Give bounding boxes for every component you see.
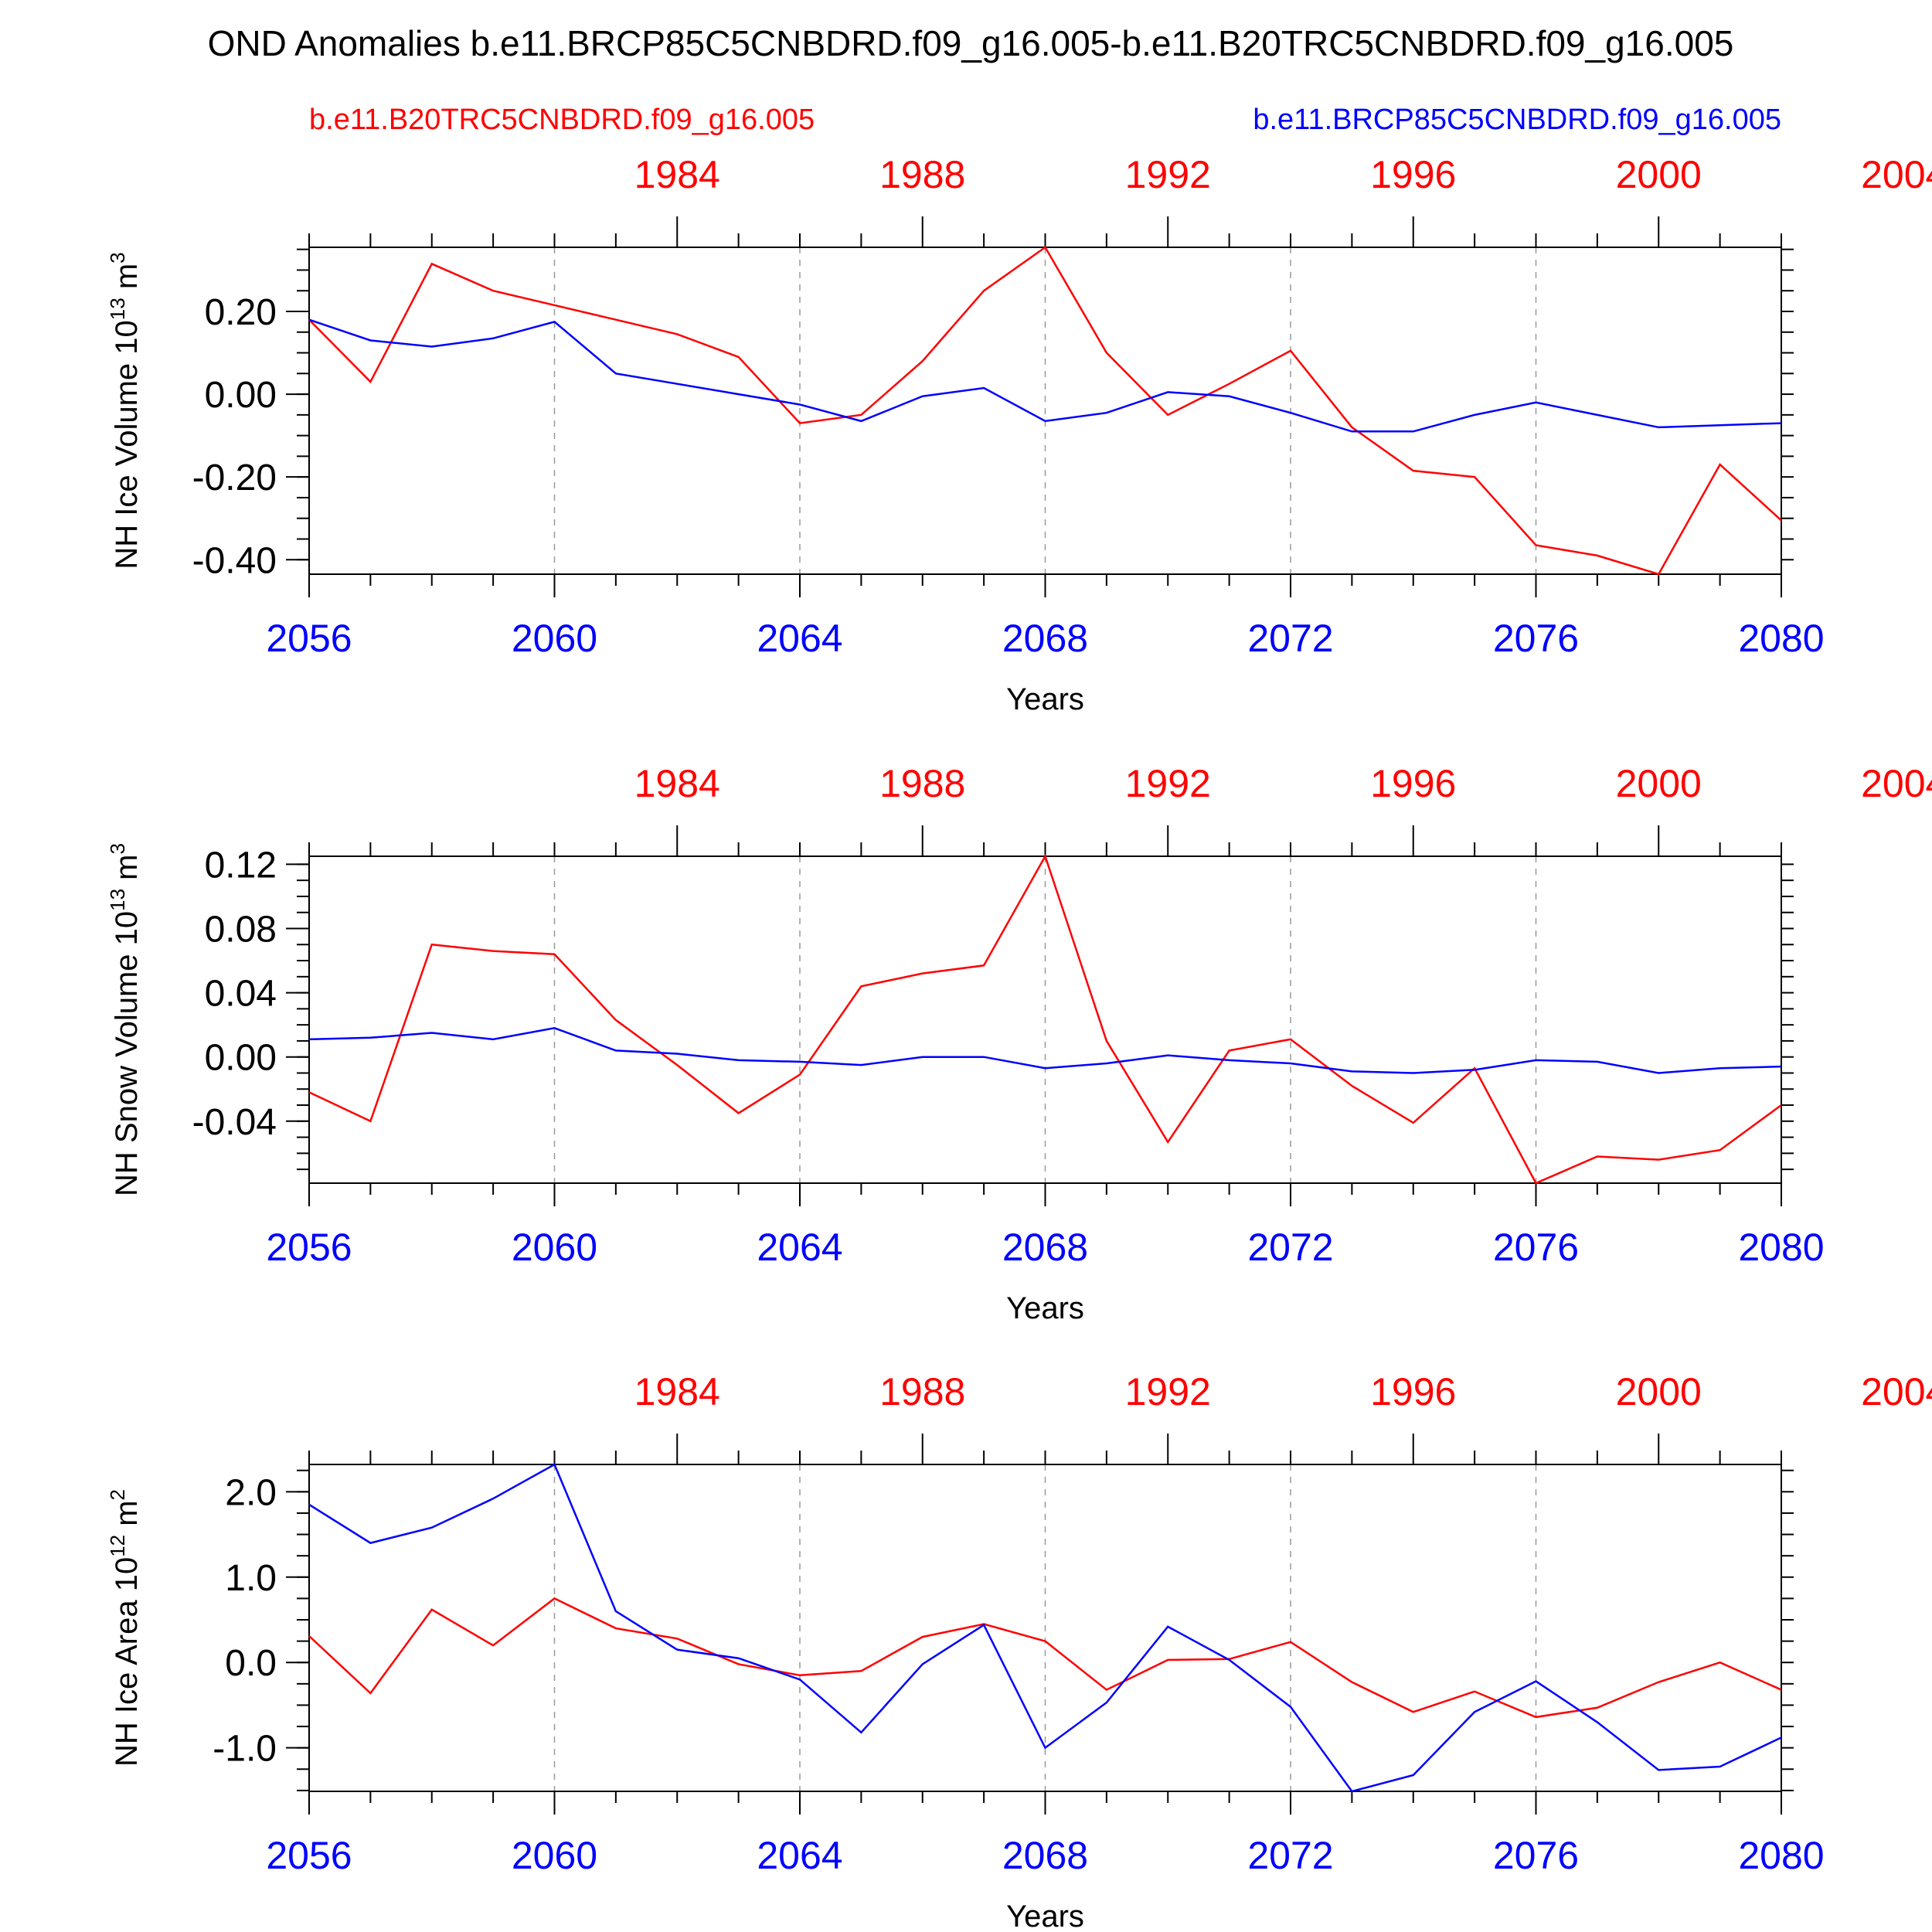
x-tick-label: 2072	[1247, 1226, 1333, 1269]
ice-volume-panel: 2056 2060 2064 2068 2072 2076 2080 1984 1988 1992…	[106, 153, 1932, 716]
x-tick-label: 2080	[1738, 1834, 1824, 1877]
x-tick-label: 2060	[512, 1834, 597, 1877]
x-axis-label: Years	[1006, 1291, 1084, 1325]
historical-series-line	[308, 853, 1782, 1185]
y-tick-label: -1.0	[213, 1729, 277, 1770]
x-tick-label: 2076	[1493, 617, 1579, 660]
y-label-exponent: 13	[106, 889, 129, 911]
x-tick-label: 2076	[1493, 1226, 1579, 1269]
x-top-tick-label: 2000	[1616, 1370, 1702, 1413]
x-tick-label: 2056	[266, 1834, 352, 1877]
x-top-tick-label: 2000	[1616, 762, 1702, 805]
y-tick-label: -0.40	[192, 540, 277, 581]
y-label-unit: m	[110, 1500, 144, 1534]
x-tick-label: 2076	[1493, 1834, 1579, 1877]
historical-run-label: b.e11.B20TRC5CNBDRD.f09_g16.005	[309, 104, 815, 136]
x-top-tick-label: 2004	[1861, 153, 1932, 196]
x-tick-label: 2068	[1002, 1834, 1088, 1877]
y-label-unit: m	[110, 855, 144, 889]
x-top-tick-label: 2004	[1861, 1370, 1932, 1413]
x-top-tick-label: 1988	[879, 1370, 965, 1413]
y-label-unit-exponent: 3	[106, 843, 129, 854]
historical-series-line	[308, 246, 1782, 576]
future-series-line	[308, 1027, 1782, 1074]
y-label-exponent: 12	[106, 1535, 129, 1557]
x-top-tick-label: 1988	[879, 153, 965, 196]
y-tick-label: 0.00	[205, 1038, 277, 1079]
x-tick-label: 2056	[266, 617, 352, 660]
x-top-tick-label: 1996	[1370, 762, 1456, 805]
x-top-tick-label: 1996	[1370, 153, 1456, 196]
snow-volume-panel: 2056 2060 2064 2068 2072 2076 2080 1984 1988 1992…	[106, 762, 1932, 1325]
y-tick-label: -0.04	[192, 1102, 277, 1143]
x-top-tick-label: 2000	[1616, 153, 1702, 196]
figure-title: OND Anomalies b.e11.BRCP85C5CNBDRD.f09_g…	[208, 23, 1734, 63]
y-tick-label: 2.0	[225, 1472, 277, 1513]
y-tick-label: 0.04	[205, 974, 277, 1015]
x-axis-label: Years	[1006, 1900, 1084, 1932]
y-label-unit-exponent: 3	[106, 252, 129, 263]
ice-area-panel: 2056 2060 2064 2068 2072 2076 2080 1984 1988 1992…	[106, 1370, 1932, 1932]
future-run-label: b.e11.BRCP85C5CNBDRD.f09_g16.005	[1253, 104, 1781, 136]
y-axis-label: NH Snow Volume 1013 m3	[106, 843, 144, 1196]
y-tick-label: 0.12	[205, 845, 277, 886]
y-label-exponent: 13	[106, 298, 129, 320]
x-tick-label: 2056	[266, 1226, 352, 1269]
x-tick-label: 2060	[512, 1226, 597, 1269]
y-label-unit: m	[110, 264, 144, 298]
x-top-tick-label: 1984	[634, 153, 720, 196]
y-axis-label: NH Ice Area 1012 m2	[106, 1489, 144, 1767]
y-tick-label: 0.08	[205, 909, 277, 950]
x-tick-label: 2064	[757, 1226, 842, 1269]
y-tick-label: 0.00	[205, 375, 277, 416]
y-label-text: NH Ice Volume 10	[110, 320, 144, 569]
x-tick-label: 2064	[757, 1834, 842, 1877]
future-series-line	[308, 318, 1782, 433]
future-series-line	[308, 1463, 1782, 1793]
x-top-tick-label: 1992	[1125, 762, 1211, 805]
x-top-tick-label: 1984	[634, 762, 720, 805]
x-tick-label: 2080	[1738, 1226, 1824, 1269]
x-top-tick-label: 1984	[634, 1370, 720, 1413]
x-axis-label: Years	[1006, 682, 1084, 716]
historical-series-line	[308, 1597, 1782, 1719]
y-label-unit-exponent: 2	[106, 1489, 129, 1500]
x-top-tick-label: 2004	[1861, 762, 1932, 805]
y-tick-label: -0.20	[192, 457, 277, 498]
x-tick-label: 2068	[1002, 617, 1088, 660]
x-top-tick-label: 1996	[1370, 1370, 1456, 1413]
x-tick-label: 2080	[1738, 617, 1824, 660]
y-label-text: NH Snow Volume 10	[110, 911, 144, 1196]
x-tick-label: 2072	[1247, 617, 1333, 660]
y-tick-label: 0.0	[225, 1643, 277, 1684]
x-tick-label: 2064	[757, 617, 842, 660]
y-label-text: NH Ice Area 10	[110, 1557, 144, 1767]
y-tick-label: 1.0	[225, 1558, 277, 1599]
x-tick-label: 2060	[512, 617, 597, 660]
x-top-tick-label: 1992	[1125, 1370, 1211, 1413]
y-tick-label: 0.20	[205, 292, 277, 333]
x-tick-label: 2072	[1247, 1834, 1333, 1877]
x-top-tick-label: 1988	[879, 762, 965, 805]
y-axis-label: NH Ice Volume 1013 m3	[106, 252, 144, 569]
x-top-tick-label: 1992	[1125, 153, 1211, 196]
x-tick-label: 2068	[1002, 1226, 1088, 1269]
